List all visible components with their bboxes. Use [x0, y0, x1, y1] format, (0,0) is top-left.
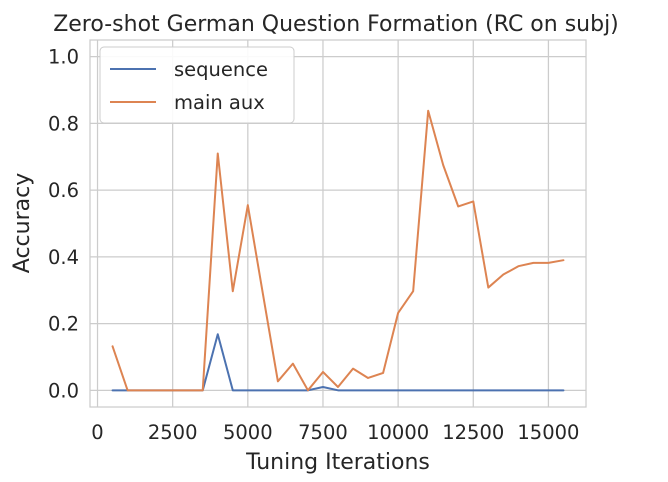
x-tick-label: 12500: [442, 421, 504, 444]
x-axis-label: Tuning Iterations: [245, 450, 430, 475]
legend-label-main-aux: main aux: [174, 91, 265, 114]
x-tick-label: 5000: [223, 421, 273, 444]
x-tick-label: 7500: [298, 421, 348, 444]
y-tick-label: 0.4: [48, 246, 79, 269]
series-lines: [111, 109, 565, 392]
y-tick-label: 0.8: [48, 112, 79, 135]
chart-title: Zero-shot German Question Formation (RC …: [53, 12, 619, 37]
x-tick-label: 15000: [517, 421, 579, 444]
y-tick-label: 1.0: [48, 46, 79, 69]
x-tick-label: 0: [91, 421, 103, 444]
y-tick-label: 0.6: [48, 179, 79, 202]
x-tick-label: 10000: [367, 421, 429, 444]
legend-label-sequence: sequence: [174, 58, 268, 81]
x-tick-label: 2500: [148, 421, 198, 444]
x-tick-labels: 0 2500 5000 7500 10000 12500 15000: [91, 421, 579, 444]
y-tick-labels: 0.0 0.2 0.4 0.6 0.8 1.0: [48, 46, 79, 403]
y-axis-label: Accuracy: [10, 173, 35, 273]
series-line-main-aux: [111, 109, 565, 392]
legend: sequence main aux: [99, 46, 295, 124]
y-tick-label: 0.2: [48, 313, 79, 336]
y-tick-label: 0.0: [48, 379, 79, 402]
legend-box: [99, 46, 295, 124]
